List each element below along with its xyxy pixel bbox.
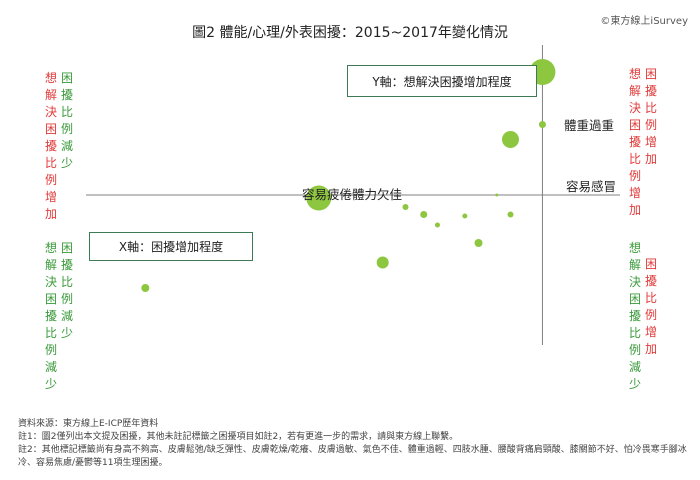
footnotes: 資料來源：東方線上E-ICP歷年資料 註1：圖2僅列出本文提及困擾，其他未註記標… (18, 418, 688, 470)
bubble-point-8 (420, 211, 428, 218)
bubble-point-1 (538, 121, 546, 128)
quadrant-bottom-left-text-a: 想解決困擾比例減少 (44, 241, 57, 391)
quadrant-top-right-text-b: 困擾比例增加 (644, 67, 657, 166)
note-1: 註1：圖2僅列出本文提及困擾，其他未註記標籤之困擾項目如註2，若有更進一步的需求… (18, 432, 459, 442)
quadrant-top-left-text-b: 困擾比例減少 (60, 71, 73, 170)
point-label-overweight: 體重過重 (564, 118, 615, 133)
bubble-point-11 (376, 256, 389, 269)
quadrant-bottom-right-text-a: 想解決困擾比例減少 (628, 241, 641, 391)
y-axis-label-box: Y軸：想解決困擾增加程度 (347, 65, 537, 97)
quadrant-top-right-text-a: 想解決困擾比例增加 (628, 67, 641, 217)
bubble-point-10 (474, 239, 483, 247)
note-2: 註2：其他標記標籤尚有身高不夠高、皮膚鬆弛/缺乏彈性、皮膚乾燥/乾癢、皮膚過敏、… (18, 445, 687, 468)
bubble-point-7 (402, 204, 409, 210)
quadrant-top-left-text-a: 想解決困擾比例增加 (44, 71, 57, 221)
x-axis-label-box: X軸：困擾增加程度 (89, 232, 253, 261)
note-source: 資料來源：東方線上E-ICP歷年資料 (18, 419, 159, 429)
bubble-point-5 (507, 211, 514, 218)
chart-title: 圖2 體能/心理/外表困擾：2015~2017年變化情況 (192, 25, 508, 41)
watermark: ©東方線上iSurvey (600, 16, 688, 27)
point-label-catch-cold: 容易感冒 (566, 179, 617, 194)
bubble-point-3 (306, 185, 332, 211)
point-label-fatigue: 容易疲倦體力欠佳 (301, 187, 402, 202)
bubble-point-2 (501, 131, 519, 148)
quadrant-bottom-left-text-b: 困擾比例減少 (60, 241, 73, 340)
bubble-point-6 (462, 213, 468, 219)
bubble-point-9 (434, 222, 440, 228)
quadrant-bottom-right-text-b: 困擾比例增加 (644, 257, 657, 356)
bubble-point-4 (495, 193, 499, 197)
bubble-point-12 (141, 284, 150, 292)
